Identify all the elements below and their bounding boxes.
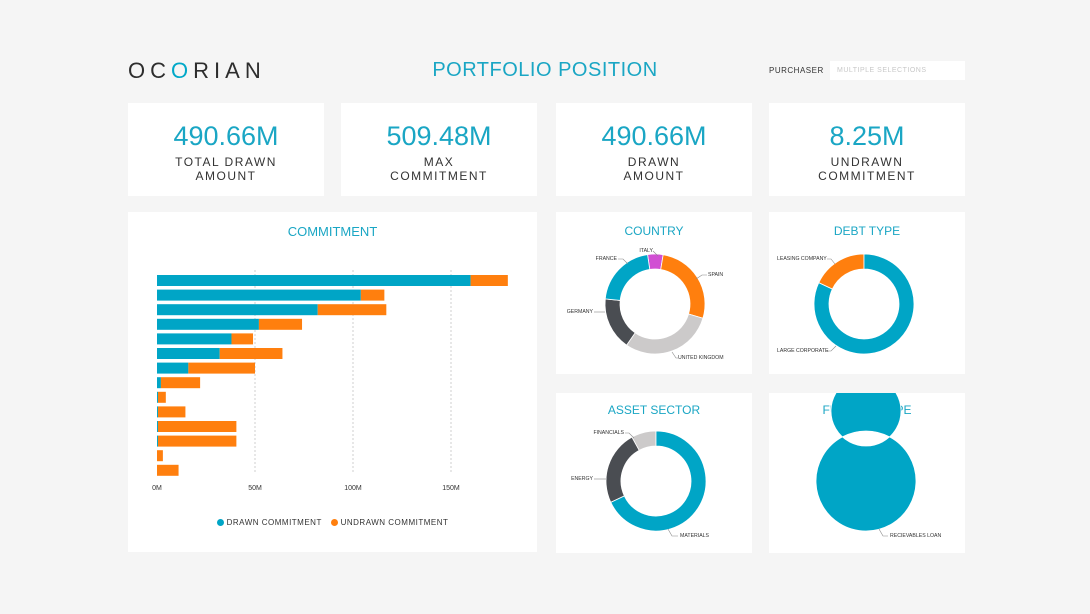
- country-chart-card: COUNTRY ITALY SPAIN UNITED KINGDOM GERMANY F…: [556, 212, 752, 374]
- kpi-label: MAX COMMITMENT: [390, 155, 488, 183]
- legend-item-drawn[interactable]: DRAWN COMMITMENT: [216, 518, 322, 527]
- bar-drawn[interactable]: [157, 275, 471, 286]
- asset-sector-donut-chart: FINANCIALS MATERIALS ENERGY: [571, 430, 710, 539]
- bar-drawn[interactable]: [157, 348, 220, 359]
- bar-drawn[interactable]: [157, 435, 158, 447]
- bar-undrawn[interactable]: [157, 406, 186, 418]
- slice-label: FRANCE: [596, 256, 618, 262]
- kpi-value: 490.66M: [173, 121, 279, 151]
- donut-slice[interactable]: [813, 253, 915, 355]
- donut-slice[interactable]: [604, 254, 651, 301]
- leader-line: [695, 274, 707, 280]
- kpi-label: DRAWN AMOUNT: [623, 155, 685, 183]
- bar-undrawn[interactable]: [231, 333, 254, 345]
- chart-title: COUNTRY: [624, 224, 684, 238]
- x-tick-label: 150M: [442, 485, 460, 492]
- bar-drawn[interactable]: [157, 304, 318, 316]
- funding-type-chart-card: FUNDING TYPE RECIEVABLES LOAN: [769, 393, 965, 553]
- chart-legend: DRAWN COMMITMENT UNDRAWN COMMITMENT: [128, 518, 537, 527]
- bar-drawn[interactable]: [157, 391, 158, 403]
- legend-swatch-undrawn: [330, 519, 338, 526]
- purchaser-filter-select[interactable]: MULTIPLE SELECTIONS: [830, 61, 965, 80]
- kpi-label: TOTAL DRAWN AMOUNT: [175, 155, 277, 183]
- slice-label: GERMANY: [567, 309, 594, 315]
- slice-label: MATERIALS: [680, 533, 710, 539]
- slice-label: LARGE CORPORATE: [777, 348, 829, 354]
- slice-label: SPAIN: [708, 272, 723, 278]
- asset-sector-chart-card: ASSET SECTOR FINANCIALS MATERIALS ENERGY: [556, 393, 752, 553]
- debt-type-donut-chart: LEASING COMPANY LARGE CORPORATE: [777, 253, 915, 355]
- slice-label: LEASING COMPANY: [777, 256, 827, 262]
- x-tick-label: 0M: [152, 485, 162, 492]
- slice-label: UNITED KINGDOM: [678, 355, 724, 361]
- chart-title: ASSET SECTOR: [607, 403, 701, 417]
- commitment-chart-card: COMMITMENT 0M 50M 100M 150M DRAWN COMMITMEN…: [128, 212, 537, 552]
- slice-label: ENERGY: [571, 476, 593, 482]
- bar-undrawn[interactable]: [360, 289, 385, 301]
- kpi-label: UNDRAWN COMMITMENT: [818, 155, 916, 183]
- leader-line: [652, 250, 659, 257]
- kpi-card-total-drawn: 490.66M TOTAL DRAWN AMOUNT: [128, 103, 324, 196]
- bar-undrawn[interactable]: [157, 421, 237, 432]
- bar-undrawn[interactable]: [160, 377, 201, 389]
- bar-drawn[interactable]: [157, 406, 158, 418]
- slice-label: FINANCIALS: [593, 430, 624, 436]
- donut-slice[interactable]: [604, 298, 636, 346]
- bar-drawn[interactable]: [157, 421, 158, 432]
- bar-undrawn[interactable]: [258, 318, 303, 330]
- leader-line: [625, 432, 635, 439]
- bar-undrawn[interactable]: [157, 450, 163, 462]
- bar-undrawn[interactable]: [188, 362, 255, 374]
- donut-slice[interactable]: [610, 430, 707, 532]
- purchaser-label: PURCHASER: [769, 66, 824, 75]
- bar-drawn[interactable]: [157, 333, 232, 345]
- leader-line: [827, 345, 837, 352]
- kpi-value: 8.25M: [829, 121, 905, 151]
- x-tick-label: 50M: [248, 485, 262, 492]
- legend-item-undrawn[interactable]: UNDRAWN COMMITMENT: [330, 518, 449, 527]
- kpi-value: 490.66M: [601, 121, 707, 151]
- legend-label: DRAWN COMMITMENT: [226, 518, 322, 527]
- donut-slice[interactable]: [815, 393, 917, 532]
- leader-line: [878, 528, 888, 537]
- bar-drawn[interactable]: [157, 362, 189, 374]
- country-donut-chart: ITALY SPAIN UNITED KINGDOM GERMANY FRANCE: [567, 248, 724, 361]
- donut-slice[interactable]: [605, 436, 640, 503]
- leader-line: [618, 258, 629, 265]
- donut-slice[interactable]: [626, 313, 704, 355]
- page-title: PORTFOLIO POSITION: [432, 59, 658, 81]
- bar-undrawn[interactable]: [157, 435, 237, 447]
- leader-line: [667, 528, 678, 537]
- leader-line: [671, 351, 678, 359]
- donut-slice[interactable]: [660, 254, 706, 319]
- debt-type-chart-card: DEBT TYPE LEASING COMPANY LARGE CORPORATE: [769, 212, 965, 374]
- bar-undrawn[interactable]: [157, 464, 179, 476]
- kpi-value: 509.48M: [386, 121, 492, 151]
- bar-undrawn[interactable]: [219, 348, 283, 359]
- legend-swatch-drawn: [216, 519, 224, 526]
- slice-label: ITALY: [639, 248, 653, 254]
- chart-title: COMMITMENT: [287, 224, 378, 239]
- bar-drawn[interactable]: [157, 318, 259, 330]
- funding-type-donut-chart: RECIEVABLES LOAN: [815, 393, 941, 539]
- bar-undrawn[interactable]: [317, 304, 387, 316]
- kpi-card-max-commitment: 509.48M MAX COMMITMENT: [341, 103, 537, 196]
- leader-line: [827, 258, 836, 265]
- commitment-bar-chart: 0M 50M 100M 150M: [152, 270, 508, 492]
- bar-drawn[interactable]: [157, 377, 161, 389]
- kpi-card-undrawn-commitment: 8.25M UNDRAWN COMMITMENT: [769, 103, 965, 196]
- bar-undrawn[interactable]: [157, 391, 166, 403]
- bar-undrawn[interactable]: [470, 275, 508, 286]
- slice-label: RECIEVABLES LOAN: [890, 533, 941, 539]
- chart-title: DEBT TYPE: [833, 224, 901, 238]
- x-tick-label: 100M: [344, 485, 362, 492]
- kpi-card-drawn-amount: 490.66M DRAWN AMOUNT: [556, 103, 752, 196]
- ocorian-logo: OCORIAN: [128, 58, 266, 83]
- bar-drawn[interactable]: [157, 289, 361, 301]
- legend-label: UNDRAWN COMMITMENT: [340, 518, 449, 527]
